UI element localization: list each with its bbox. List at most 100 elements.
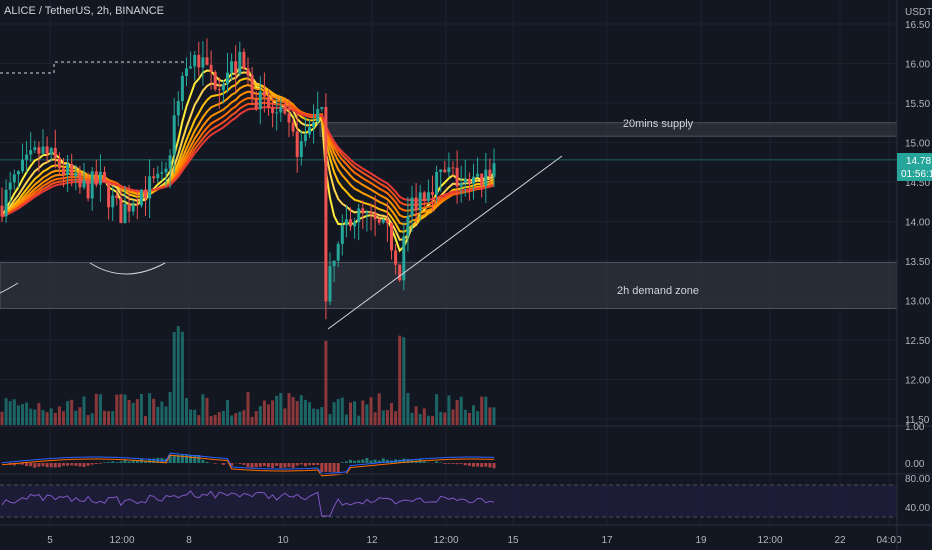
candle-body (369, 211, 373, 214)
macd-histogram-bar (185, 455, 188, 463)
macd-histogram-bar (299, 463, 303, 465)
macd-histogram-bar (119, 461, 123, 463)
macd-histogram-bar (201, 459, 205, 463)
volume-bar (205, 397, 209, 425)
ema-ribbon (1, 66, 495, 253)
price-tag-countdown: 01:56:1 (901, 169, 932, 180)
macd-histogram-bar (385, 459, 389, 463)
volume-bar (53, 412, 57, 425)
volume-bar (131, 402, 135, 425)
candle-body (53, 147, 57, 158)
volume-bar (414, 406, 418, 425)
volume-bar (349, 402, 352, 425)
candle-body (86, 180, 90, 199)
volume-bar (164, 406, 168, 425)
macd-histogram-bar (197, 455, 201, 463)
macd-histogram-bar (205, 461, 209, 463)
candle-body (451, 167, 455, 169)
candle-body (410, 197, 414, 216)
volume-bar (135, 399, 139, 425)
y-tick-label: 12.00 (905, 376, 930, 387)
candle-body (267, 96, 270, 108)
volume-bar (185, 398, 188, 425)
volume-bar (336, 399, 340, 425)
macd-histogram-bar (476, 463, 480, 467)
candle-body (189, 66, 193, 69)
macd-histogram-bar (45, 463, 49, 468)
volume-bar (176, 326, 180, 425)
candle-body (320, 106, 324, 109)
volume-bar (123, 394, 127, 425)
candle-body (283, 106, 287, 114)
candle-body (406, 215, 410, 237)
macd-histogram-bar (472, 463, 475, 467)
candle-body (168, 155, 172, 169)
macd-histogram-bar (459, 463, 463, 464)
candle-body (127, 203, 131, 212)
macd-histogram-bar (230, 463, 234, 466)
candle-body (144, 189, 147, 199)
trend-line (327, 155, 563, 330)
macd-histogram-bar (107, 462, 111, 463)
volume-bar (361, 400, 365, 425)
macd-histogram-bar (463, 463, 467, 466)
candle-body (279, 106, 283, 113)
volume-bar (90, 413, 94, 425)
rsi-tick-label: 40.00 (905, 503, 930, 514)
macd-line (1, 452, 495, 475)
candle-body (66, 163, 70, 175)
volume-bar (246, 392, 250, 425)
volume-bar (426, 415, 430, 425)
macd-histogram-bar (320, 463, 324, 472)
volume-bar (45, 412, 49, 425)
volume-bar (238, 411, 242, 425)
candle-body (221, 84, 225, 91)
volume-bar (488, 407, 492, 425)
volume-bar (250, 416, 254, 425)
macd-histogram-bar (53, 463, 57, 468)
candle-body (217, 89, 221, 91)
candle-body (148, 176, 152, 199)
macd-histogram-bar (242, 463, 246, 465)
volume-bar (8, 401, 12, 425)
volume-bar (234, 413, 238, 425)
macd-histogram-bar (254, 463, 258, 468)
candle-body (373, 213, 377, 220)
candle-body (226, 72, 229, 85)
volume-bar (291, 397, 295, 425)
macd-histogram-bar (250, 463, 254, 468)
volume-bar (221, 410, 225, 425)
y-tick-label: 12.50 (905, 336, 930, 347)
volume-bar (262, 400, 266, 425)
candle-body (394, 250, 398, 265)
macd-histogram-bar (488, 463, 492, 468)
volume-bar (275, 395, 279, 425)
candle-body (180, 76, 184, 102)
candle-body (74, 172, 78, 177)
rsi-line (1, 490, 495, 517)
macd-histogram-bar (303, 463, 307, 467)
volume-bar (422, 408, 426, 425)
macd-histogram-bar (135, 460, 139, 463)
candle-body (135, 204, 139, 206)
volume-bar (226, 400, 229, 425)
volume-bar (197, 415, 201, 425)
volume-bar (435, 394, 439, 425)
candle-body (90, 171, 94, 199)
chart-title: ALICE / TetherUS, 2h, BINANCE (4, 5, 164, 17)
volume-bar (33, 409, 37, 425)
volume-bar (189, 409, 193, 425)
candle-body (385, 219, 389, 224)
macd-histogram-bar (308, 463, 311, 466)
volume-bar (340, 397, 344, 425)
macd-histogram-bar (381, 458, 385, 463)
macd-histogram-bar (283, 463, 287, 468)
candle-body (258, 91, 262, 110)
volume-bar (283, 408, 287, 425)
currency-label: USDT (905, 7, 932, 18)
macd-histogram-bar (344, 461, 348, 463)
volume-bar (373, 412, 377, 425)
candle-body (324, 106, 328, 302)
zones-layer (0, 122, 898, 309)
